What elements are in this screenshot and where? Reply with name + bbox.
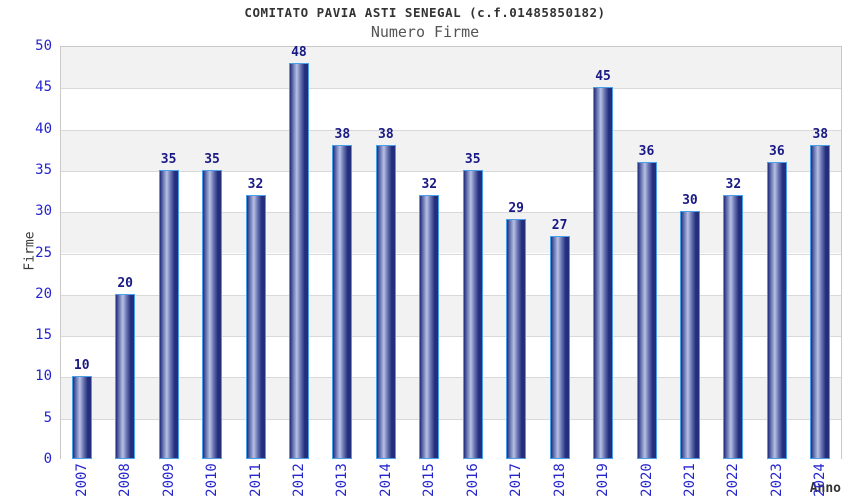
grid-band: [61, 170, 841, 213]
x-tick-label: 2017: [508, 463, 525, 497]
bar: [71, 376, 92, 459]
bar-value-label: 38: [378, 127, 394, 143]
y-tick-label: 35: [35, 161, 52, 178]
grid-band: [61, 377, 841, 419]
bar-value-label: 45: [595, 69, 611, 85]
bar: [115, 293, 136, 459]
grid-band: [61, 253, 841, 295]
x-tick-label: 2007: [73, 463, 90, 497]
bar-value-label: 48: [291, 44, 307, 60]
gridline: [61, 170, 841, 172]
y-tick-label: 30: [35, 203, 52, 220]
bar: [506, 219, 527, 459]
x-tick-label: 2012: [290, 463, 307, 497]
bar: [202, 169, 223, 459]
gridline: [61, 88, 841, 90]
bar-value-label: 32: [725, 176, 742, 192]
x-tick-label: 2019: [595, 463, 612, 497]
grid-band: [61, 88, 841, 130]
bar: [158, 169, 179, 459]
gridline: [61, 294, 841, 296]
bar: [593, 87, 614, 459]
bar-value-label: 38: [334, 127, 351, 143]
grid-band: [61, 294, 841, 337]
y-tick-label: 20: [35, 285, 52, 302]
grid-band: [61, 129, 841, 171]
bar: [679, 211, 700, 459]
x-tick-label: 2023: [768, 463, 785, 497]
bar-value-label: 10: [73, 358, 90, 374]
x-tick-label: 2021: [681, 463, 698, 497]
x-tick-label: 2008: [117, 463, 134, 497]
x-tick-label: 2018: [551, 463, 568, 497]
y-tick-label: 25: [35, 244, 52, 261]
chart-title: COMITATO PAVIA ASTI SENEGAL (c.f.0148585…: [244, 5, 606, 20]
gridline: [61, 377, 841, 379]
bar: [288, 62, 309, 459]
x-tick-label: 2010: [204, 463, 221, 497]
gridline: [61, 253, 841, 255]
bar-value-label: 36: [638, 143, 655, 159]
bar-value-label: 38: [812, 127, 829, 143]
bar: [419, 194, 440, 459]
bar: [245, 194, 266, 459]
bar: [766, 161, 787, 459]
bar-value-label: 35: [204, 151, 220, 167]
grid-band: [61, 47, 841, 89]
y-tick-label: 15: [35, 327, 52, 344]
bar-value-label: 30: [682, 193, 698, 209]
x-tick-label: 2022: [725, 463, 742, 497]
x-tick-label: 2020: [638, 463, 655, 497]
bar-value-label: 35: [464, 151, 481, 167]
gridline: [61, 418, 841, 420]
y-tick-label: 45: [35, 79, 52, 96]
x-tick-label: 2013: [334, 463, 351, 497]
gridline: [61, 212, 841, 214]
x-axis-title: Anno: [809, 481, 841, 496]
grid-band: [61, 336, 841, 378]
bar-value-label: 20: [117, 275, 133, 291]
bar-value-label: 32: [247, 176, 264, 192]
bar-value-label: 36: [769, 143, 785, 159]
bar: [810, 145, 831, 459]
x-tick-label: 2011: [247, 463, 264, 497]
bar-value-label: 29: [508, 201, 524, 217]
y-tick-label: 50: [35, 38, 52, 54]
x-tick-label: 2014: [377, 463, 394, 497]
chart-subtitle: Numero Firme: [370, 23, 480, 41]
y-tick-label: 40: [35, 120, 52, 137]
bar: [723, 194, 744, 459]
y-tick-label: 5: [43, 409, 52, 426]
grid-band: [61, 418, 841, 460]
gridline: [61, 336, 841, 338]
gridline: [61, 129, 841, 131]
x-tick-label: 2024: [812, 463, 829, 497]
bar-value-label: 35: [160, 151, 177, 167]
bar: [549, 235, 570, 459]
x-tick-label: 2015: [421, 463, 438, 497]
grid-band: [61, 212, 841, 254]
y-tick-label: 0: [43, 451, 52, 467]
x-tick-label: 2016: [464, 463, 481, 497]
x-tick-label: 2009: [160, 463, 177, 497]
plot-area: [60, 46, 842, 460]
bar-value-label: 27: [551, 217, 568, 233]
bar: [462, 169, 483, 459]
bar: [375, 145, 396, 459]
bar: [636, 161, 657, 459]
y-tick-label: 10: [35, 368, 52, 385]
bar-value-label: 32: [421, 176, 438, 192]
bar: [332, 145, 353, 459]
